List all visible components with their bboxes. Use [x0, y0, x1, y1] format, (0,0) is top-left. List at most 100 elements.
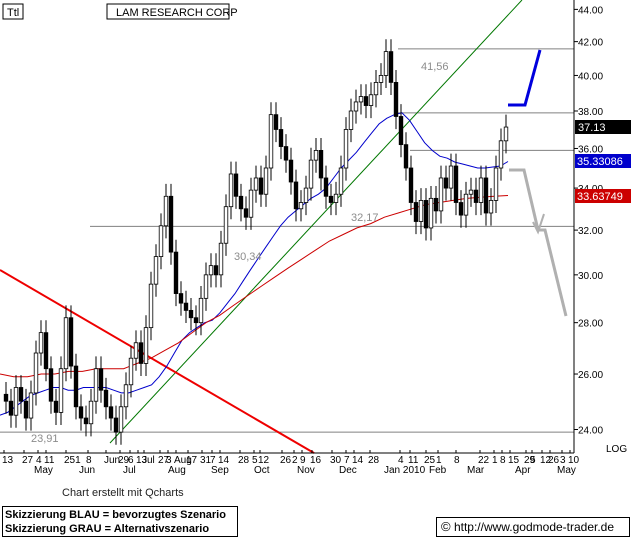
candle-body: [288, 159, 294, 183]
x-tick-label: 28: [368, 455, 380, 466]
candle-body: [18, 387, 24, 402]
candle-body: [448, 165, 454, 189]
candle-body: [63, 317, 69, 370]
x-month-label: Aug: [168, 465, 186, 476]
candle-body: [463, 193, 469, 216]
candle-body: [348, 110, 354, 130]
candle-body: [173, 251, 179, 294]
candle-body: [113, 417, 119, 433]
candle-body: [388, 51, 394, 83]
candle-body: [118, 406, 124, 433]
candle-body: [3, 393, 9, 402]
x-tick-label: 15: [508, 455, 520, 466]
candlesticks: [3, 39, 509, 445]
x-month-label: Jun: [79, 465, 95, 476]
x-tick-label: 6: [128, 455, 134, 466]
x-tick-label: 3: [560, 455, 566, 466]
candle-body: [488, 200, 494, 214]
ma-short-tag: 35.33086: [575, 154, 631, 168]
x-month-label: Feb: [429, 465, 447, 476]
x-tick-label: 12: [540, 455, 552, 466]
x-tick-label: Aug: [174, 455, 192, 466]
x-tick-label: 7: [344, 455, 350, 466]
blue-scenario-path: [508, 49, 542, 107]
ma-long-line: [0, 195, 509, 378]
candle-body: [493, 167, 499, 201]
candle-body: [498, 140, 504, 169]
candle-body: [108, 406, 114, 419]
y-tick-label: 26.00: [578, 370, 603, 381]
candle-body: [153, 256, 159, 285]
candle-body: [398, 116, 404, 146]
legend-blue: Skizzierung BLAU = bevorzugtes Szenario: [5, 509, 226, 521]
x-tick-label: 29: [524, 455, 536, 466]
candle-body: [53, 400, 59, 413]
candle-body: [268, 114, 274, 169]
x-tick-label: 14: [218, 455, 230, 466]
candle-body: [343, 129, 349, 169]
x-tick-label: 29: [118, 455, 130, 466]
ma-short-label: 35.33086: [577, 156, 623, 168]
website-url[interactable]: http://www.godmode-trader.de: [453, 520, 615, 534]
website-link[interactable]: © http://www.godmode-trader.de: [436, 517, 630, 537]
candle-body: [123, 384, 129, 408]
candle-body: [28, 392, 34, 419]
ma-short-bg: [575, 154, 631, 168]
x-month-label: Nov: [297, 465, 315, 476]
x-month-label: Oct: [254, 465, 270, 476]
ma-long-tag: 33.63749: [575, 189, 631, 203]
title-box: [106, 3, 230, 20]
support-trendline: [109, 0, 523, 444]
moving-averages: [0, 112, 509, 416]
candle-body: [358, 96, 364, 103]
x-tick-label: 11: [44, 455, 55, 466]
ticker-box: [2, 3, 24, 20]
candle-body: [468, 189, 474, 195]
candle-body: [208, 265, 214, 276]
candle-body: [403, 144, 409, 169]
last-price-tag: 37.13: [575, 120, 631, 134]
candle-body: [368, 94, 374, 106]
x-tick-label: 7: [210, 455, 216, 466]
x-month-label: Dec: [339, 465, 357, 476]
y-tick-label: 32.00: [578, 226, 603, 237]
last-price-bg: [575, 120, 631, 134]
candle-body: [238, 195, 244, 210]
x-tick-label: Jun: [104, 455, 120, 466]
candle-body: [58, 368, 64, 413]
x-tick-label: 2: [292, 455, 298, 466]
candle-body: [418, 200, 424, 222]
candle-body: [338, 167, 344, 195]
candle-body: [223, 206, 229, 244]
x-tick-label: 8: [500, 455, 506, 466]
candle-body: [278, 129, 284, 147]
x-tick-label: 4: [398, 455, 404, 466]
candle-body: [93, 368, 99, 402]
candle-body: [373, 82, 379, 96]
candle-body: [228, 173, 234, 208]
candle-body: [383, 51, 389, 76]
candle-body: [88, 400, 94, 425]
x-month-label: Apr: [515, 465, 531, 476]
candle-body: [193, 317, 199, 324]
candle-body: [308, 159, 314, 189]
candle-body: [23, 400, 29, 419]
x-tick-label: 5: [530, 455, 536, 466]
chart-credit: Chart erstellt mit Qcharts: [62, 487, 184, 499]
candle-body: [473, 189, 479, 203]
x-tick-label: 27: [158, 455, 170, 466]
x-tick-label: 17: [186, 455, 198, 466]
candle-body: [328, 195, 334, 203]
trend-lines: [0, 0, 523, 454]
y-tick-label: 24.00: [578, 426, 603, 437]
legend-grey: Skizzierung GRAU = Alternativszenario: [5, 523, 210, 535]
x-tick-label: 10: [568, 455, 580, 466]
candle-body: [8, 400, 14, 416]
candle-body: [13, 387, 19, 416]
candle-body: [138, 342, 144, 364]
x-tick-label: 13: [2, 455, 14, 466]
x-tick-label: 5: [252, 455, 258, 466]
candle-body: [363, 96, 369, 106]
